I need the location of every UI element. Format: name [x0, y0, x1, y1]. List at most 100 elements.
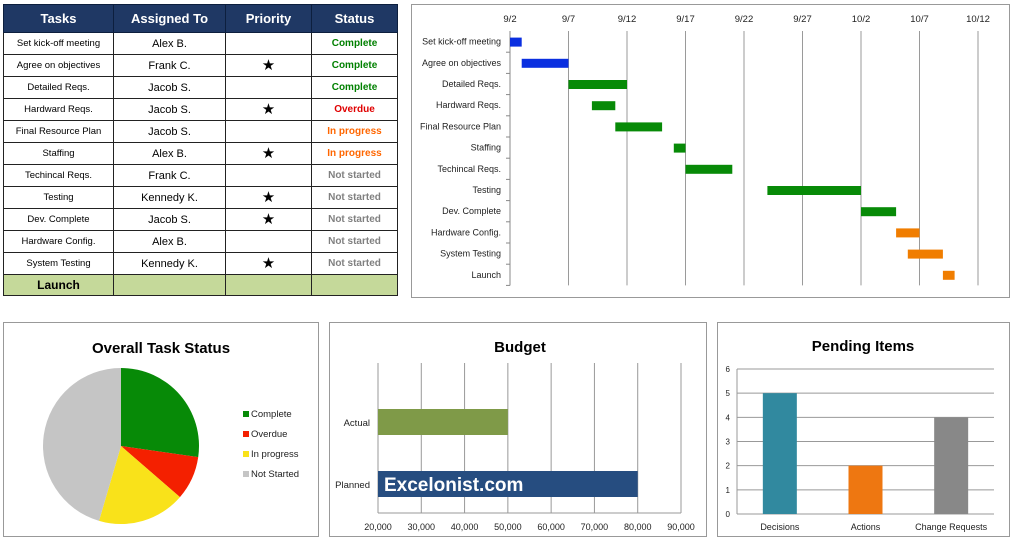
task-name-cell[interactable]: Dev. Complete: [3, 208, 114, 231]
pending-bar-decisions[interactable]: [762, 393, 797, 514]
table-row[interactable]: Final Resource Plan Jacob S. In progress: [3, 120, 398, 143]
table-row[interactable]: Agree on objectives Frank C. ★ Complete: [3, 54, 398, 77]
gantt-task-bar[interactable]: [521, 58, 569, 68]
budget-x-tick-label: 70,000: [581, 522, 609, 532]
task-name-cell[interactable]: Testing: [3, 186, 114, 209]
pie-slice-in-progress[interactable]: [99, 446, 180, 524]
priority-cell[interactable]: [225, 164, 312, 187]
priority-star-icon[interactable]: ★: [225, 142, 312, 165]
priority-star-icon[interactable]: ★: [225, 252, 312, 275]
gantt-task-bar[interactable]: [615, 122, 663, 132]
gantt-x-tick-label: 9/27: [793, 14, 812, 25]
pending-y-tick-label: 2: [726, 462, 731, 471]
table-row[interactable]: Dev. Complete Jacob S. ★ Not started: [3, 208, 398, 231]
table-row[interactable]: Hardware Config. Alex B. Not started: [3, 230, 398, 253]
gantt-x-tick-label: 10/2: [852, 14, 871, 25]
priority-cell[interactable]: [225, 120, 312, 143]
status-cell[interactable]: Complete: [311, 76, 398, 99]
priority-star-icon[interactable]: ★: [225, 98, 312, 121]
task-name-cell[interactable]: Detailed Reqs.: [3, 76, 114, 99]
assigned-to-cell[interactable]: Frank C.: [113, 54, 226, 77]
table-row[interactable]: Techincal Reqs. Frank C. Not started: [3, 164, 398, 187]
priority-star-icon[interactable]: ★: [225, 186, 312, 209]
assigned-to-cell[interactable]: Frank C.: [113, 164, 226, 187]
pending-bar-change-requests[interactable]: [934, 417, 969, 514]
budget-x-tick-label: 90,000: [667, 522, 695, 532]
gantt-task-bar[interactable]: [942, 270, 955, 280]
status-cell[interactable]: In progress: [311, 142, 398, 165]
launch-cell[interactable]: Launch: [3, 274, 114, 296]
gantt-task-bar[interactable]: [591, 101, 616, 111]
status-cell[interactable]: Complete: [311, 54, 398, 77]
status-cell[interactable]: Not started: [311, 252, 398, 275]
assigned-to-cell[interactable]: Kennedy K.: [113, 186, 226, 209]
status-cell[interactable]: Not started: [311, 164, 398, 187]
priority-cell[interactable]: [225, 32, 312, 55]
task-name-cell[interactable]: Staffing: [3, 142, 114, 165]
status-cell[interactable]: Not started: [311, 208, 398, 231]
header-tasks[interactable]: Tasks: [3, 4, 114, 33]
table-row[interactable]: System Testing Kennedy K. ★ Not started: [3, 252, 398, 275]
pending-y-tick-label: 1: [726, 486, 731, 495]
gantt-task-bar[interactable]: [861, 207, 897, 217]
gantt-task-bar[interactable]: [685, 164, 733, 174]
header-assigned-to[interactable]: Assigned To: [113, 4, 226, 33]
budget-x-tick-label: 50,000: [494, 522, 522, 532]
status-cell[interactable]: In progress: [311, 120, 398, 143]
assigned-to-cell[interactable]: Alex B.: [113, 142, 226, 165]
pie-slice-overdue[interactable]: [121, 446, 199, 498]
task-name-cell[interactable]: Techincal Reqs.: [3, 164, 114, 187]
assigned-to-cell[interactable]: Alex B.: [113, 230, 226, 253]
pie-slice-not-started[interactable]: [43, 368, 121, 521]
table-row-final[interactable]: Launch: [3, 274, 398, 296]
assigned-to-cell[interactable]: Jacob S.: [113, 98, 226, 121]
task-name-cell[interactable]: Final Resource Plan: [3, 120, 114, 143]
task-name-cell[interactable]: Hardware Config.: [3, 230, 114, 253]
priority-cell[interactable]: [225, 230, 312, 253]
legend-swatch: [243, 471, 249, 477]
task-table-body: Set kick-off meeting Alex B. Complete Agree…: [3, 32, 398, 296]
assigned-to-cell[interactable]: Jacob S.: [113, 120, 226, 143]
priority-cell[interactable]: [225, 76, 312, 99]
assigned-to-cell[interactable]: Kennedy K.: [113, 252, 226, 275]
gantt-task-bar[interactable]: [907, 249, 943, 259]
gantt-x-tick-label: 10/12: [966, 14, 990, 25]
empty-cell[interactable]: [113, 274, 226, 296]
budget-bar-actual[interactable]: [378, 409, 508, 435]
table-row[interactable]: Detailed Reqs. Jacob S. Complete: [3, 76, 398, 99]
empty-cell[interactable]: [225, 274, 312, 296]
gantt-x-tick-label: 9/17: [676, 14, 695, 25]
header-status[interactable]: Status: [311, 4, 398, 33]
table-row[interactable]: Staffing Alex B. ★ In progress: [3, 142, 398, 165]
budget-bar-planned[interactable]: [378, 471, 638, 497]
assigned-to-cell[interactable]: Jacob S.: [113, 208, 226, 231]
pie-slice-complete[interactable]: [121, 368, 199, 458]
legend-swatch: [243, 451, 249, 457]
header-priority[interactable]: Priority: [225, 4, 312, 33]
gantt-task-bar[interactable]: [896, 228, 920, 238]
task-name-cell[interactable]: Hardward Reqs.: [3, 98, 114, 121]
status-cell[interactable]: Complete: [311, 32, 398, 55]
table-row[interactable]: Hardward Reqs. Jacob S. ★ Overdue: [3, 98, 398, 121]
budget-title: Budget: [494, 339, 546, 356]
status-cell[interactable]: Overdue: [311, 98, 398, 121]
table-row[interactable]: Set kick-off meeting Alex B. Complete: [3, 32, 398, 55]
assigned-to-cell[interactable]: Alex B.: [113, 32, 226, 55]
gantt-task-bar[interactable]: [673, 143, 686, 153]
status-cell[interactable]: Not started: [311, 186, 398, 209]
table-row[interactable]: Testing Kennedy K. ★ Not started: [3, 186, 398, 209]
task-name-cell[interactable]: Set kick-off meeting: [3, 32, 114, 55]
priority-star-icon[interactable]: ★: [225, 54, 312, 77]
empty-cell[interactable]: [311, 274, 398, 296]
task-name-cell[interactable]: System Testing: [3, 252, 114, 275]
gantt-task-label: Agree on objectives: [422, 58, 502, 68]
gantt-task-bar[interactable]: [510, 37, 522, 47]
status-cell[interactable]: Not started: [311, 230, 398, 253]
gantt-task-bar[interactable]: [568, 80, 628, 89]
budget-x-tick-label: 20,000: [364, 522, 392, 532]
pending-bar-actions[interactable]: [848, 465, 883, 514]
gantt-task-bar[interactable]: [767, 186, 861, 195]
task-name-cell[interactable]: Agree on objectives: [3, 54, 114, 77]
assigned-to-cell[interactable]: Jacob S.: [113, 76, 226, 99]
priority-star-icon[interactable]: ★: [225, 208, 312, 231]
